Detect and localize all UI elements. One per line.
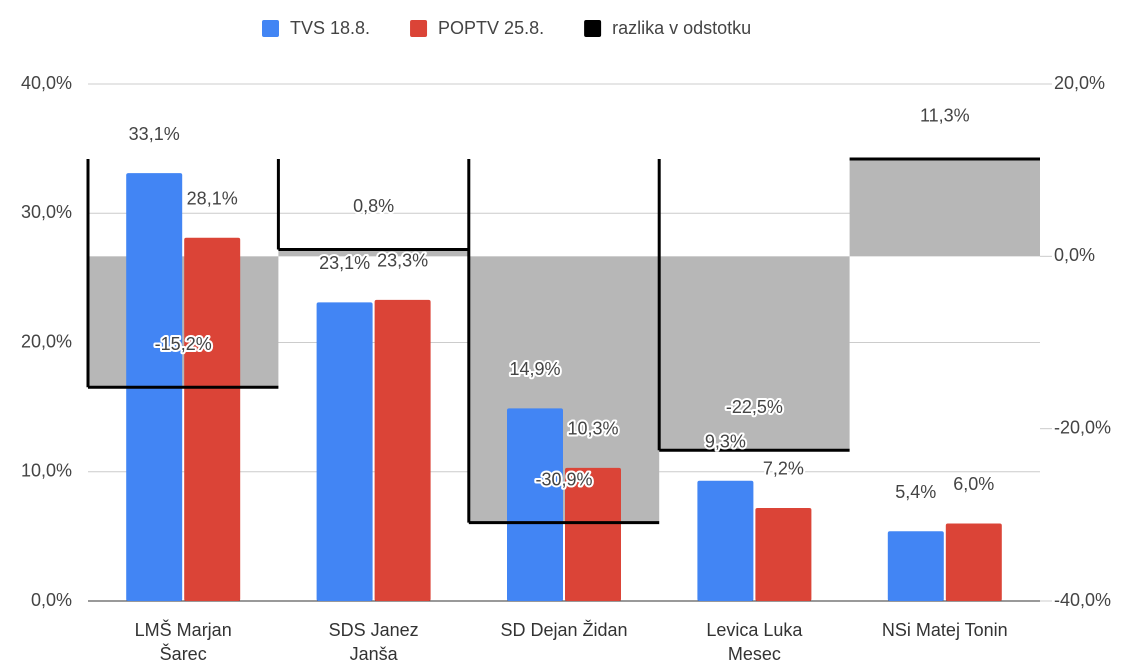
legend-swatch: [584, 20, 602, 37]
data-label: -30,9%: [535, 469, 592, 489]
bar: [887, 531, 944, 601]
y-tick-label: 40,0%: [21, 73, 72, 93]
bar: [697, 480, 754, 601]
y2-tick-label: -40,0%: [1054, 590, 1111, 610]
legend-label: POPTV 25.8.: [438, 18, 544, 38]
data-label: 0,8%: [353, 196, 394, 216]
y-tick-label: 30,0%: [21, 202, 72, 222]
data-label: 6,0%: [953, 474, 994, 494]
data-label: -15,2%: [155, 334, 212, 354]
x-tick-label: SDS Janez Janša: [328, 620, 419, 664]
y2-tick-label: 0,0%: [1054, 245, 1095, 265]
y2-tick-label: -20,0%: [1054, 417, 1111, 437]
y-tick-label: 0,0%: [31, 590, 72, 610]
bar: [565, 467, 621, 601]
data-label: 23,1%: [319, 253, 370, 273]
data-label: 11,3%: [920, 106, 970, 126]
data-label: 28,1%: [187, 189, 238, 209]
data-label: 23,3%: [377, 251, 428, 271]
legend-swatch: [410, 20, 428, 37]
y-tick-label: 10,0%: [21, 461, 72, 481]
legend-label: TVS 18.8.: [290, 18, 370, 38]
x-tick-label: SD Dejan Židan: [500, 620, 628, 640]
bar: [374, 299, 431, 601]
legend-swatch: [262, 20, 279, 37]
data-label: 33,1%: [129, 124, 180, 144]
legend-label: razlika v odstotku: [612, 18, 751, 38]
data-label: 5,4%: [895, 482, 936, 502]
bar: [755, 507, 812, 601]
bar: [507, 408, 563, 601]
y2-tick-label: 20,0%: [1054, 73, 1105, 93]
x-tick-label: NSi Matej Tonin: [881, 620, 1008, 640]
bar: [945, 523, 1002, 601]
y-tick-label: 20,0%: [21, 331, 72, 351]
data-label: 9,3%: [705, 432, 746, 452]
x-tick-label: Levica Luka Mesec: [706, 620, 803, 664]
step-area: [468, 256, 660, 523]
step-area: [849, 158, 1040, 257]
data-label: -22,5%: [726, 397, 783, 417]
step-area: [278, 249, 469, 257]
data-label: 14,9%: [509, 359, 560, 379]
data-label: 10,3%: [567, 419, 618, 439]
step-area: [659, 256, 850, 451]
bar: [184, 237, 241, 601]
bar: [316, 302, 373, 601]
step-area: [88, 256, 279, 388]
x-tick-label: LMŠ Marjan Šarec: [134, 620, 232, 664]
data-label: 7,2%: [763, 459, 804, 479]
